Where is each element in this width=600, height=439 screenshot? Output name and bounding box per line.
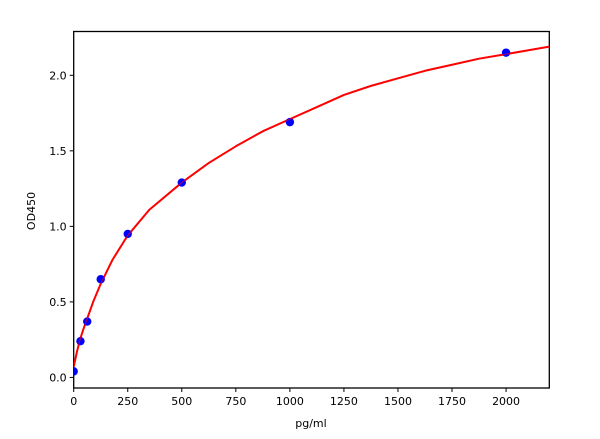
x-axis-ticks: 0 250 500 750 1000 1250 1500 1750 2000 <box>70 388 520 408</box>
data-point <box>123 229 132 239</box>
x-tick-label: 250 <box>117 395 138 408</box>
x-axis-label: pg/ml <box>295 417 326 430</box>
x-tick-label: 750 <box>225 395 246 408</box>
x-tick-label: 0 <box>70 395 77 408</box>
y-tick-label: 0.5 <box>49 296 67 309</box>
y-tick-label: 1.5 <box>49 145 67 158</box>
data-point <box>96 275 105 284</box>
x-tick-label: 1500 <box>384 395 412 408</box>
x-tick-label: 1250 <box>330 395 358 408</box>
y-tick-label: 1.0 <box>49 220 67 233</box>
x-tick-label: 500 <box>171 395 192 408</box>
y-tick-label: 0.0 <box>49 371 67 384</box>
y-axis-label: OD450 <box>25 192 38 230</box>
data-point <box>501 48 511 57</box>
x-tick-label: 2000 <box>492 395 520 408</box>
y-tick-label: 2.0 <box>49 69 67 82</box>
plot-area <box>73 30 550 389</box>
plot-frame <box>73 30 550 389</box>
data-point <box>73 367 78 376</box>
fit-curve-overlay <box>73 46 550 367</box>
data-point <box>76 336 85 346</box>
y-axis-ticks: 0.0 0.5 1.0 1.5 2.0 <box>49 69 74 384</box>
x-tick-label: 1750 <box>438 395 466 408</box>
x-tick-label: 1000 <box>276 395 304 408</box>
